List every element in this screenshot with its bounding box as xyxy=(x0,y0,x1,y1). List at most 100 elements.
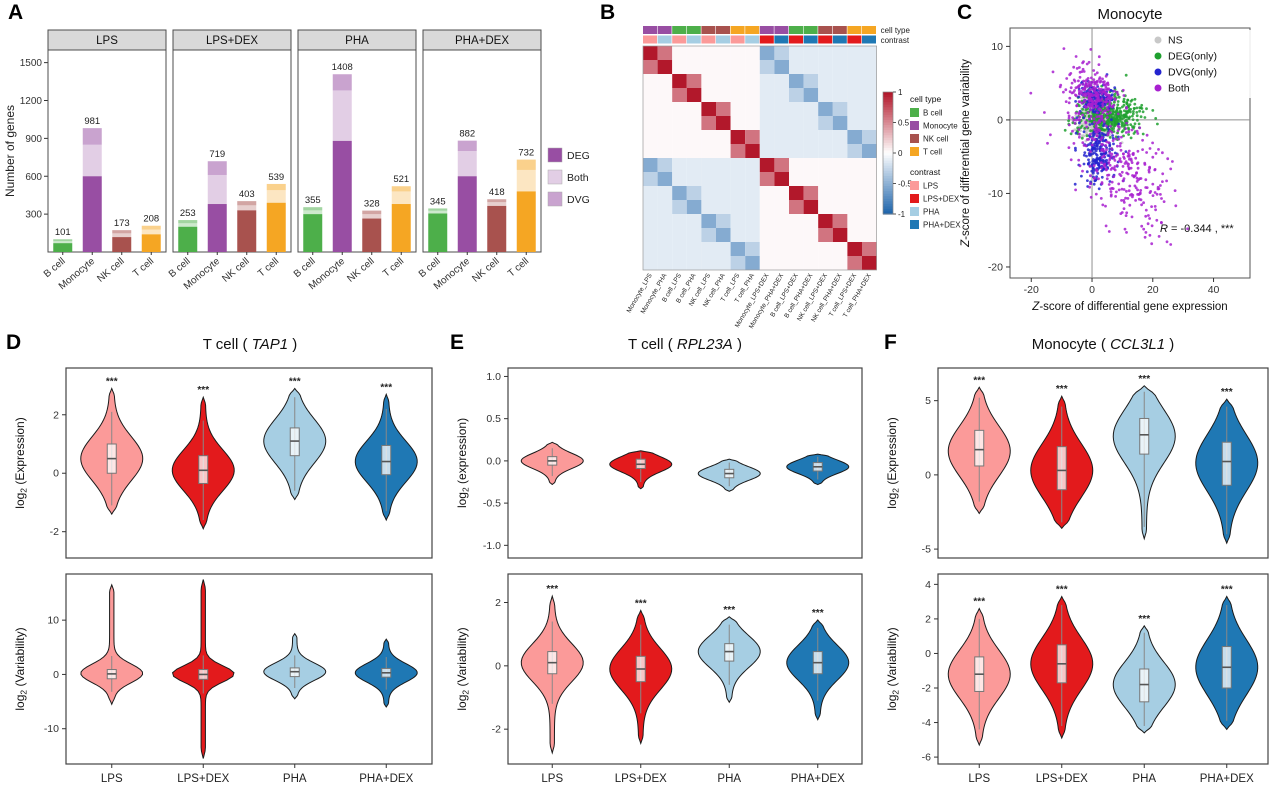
panel-f-violin-plots: -5 0 5 log2 (Expression) *** *** *** *** -6 -4 -2 0… xyxy=(885,367,1269,785)
svg-text:DVG: DVG xyxy=(567,194,590,206)
svg-text:403: 403 xyxy=(239,189,255,200)
svg-text:PHA+DEX: PHA+DEX xyxy=(923,221,961,230)
svg-text:LPS: LPS xyxy=(96,35,118,47)
svg-text:***: *** xyxy=(635,598,647,609)
svg-text:PHA+DEX: PHA+DEX xyxy=(791,773,845,785)
svg-text:LPS+DEX: LPS+DEX xyxy=(615,773,667,785)
svg-text:-6: -6 xyxy=(922,752,931,764)
svg-text:LPS: LPS xyxy=(968,773,990,785)
svg-text:T cell: T cell xyxy=(381,256,406,280)
svg-text:***: *** xyxy=(289,376,301,387)
panel-c-title: Monocyte xyxy=(1097,6,1163,23)
panel-f-title-prefix: Monocyte ( xyxy=(1031,336,1111,353)
svg-text:log2 (expression): log2 (expression) xyxy=(455,418,471,508)
svg-text:LPS: LPS xyxy=(923,182,938,191)
svg-text:log2 (Variability): log2 (Variability) xyxy=(13,627,29,710)
svg-text:0: 0 xyxy=(53,468,59,480)
svg-text:B cell: B cell xyxy=(292,256,318,280)
svg-text:521: 521 xyxy=(393,174,409,185)
svg-text:20: 20 xyxy=(1147,284,1159,296)
svg-text:PHA: PHA xyxy=(1132,773,1156,785)
svg-text:Monocyte: Monocyte xyxy=(923,122,958,131)
svg-text:-1: -1 xyxy=(898,210,906,219)
panel-d-gene: TAP1 xyxy=(251,336,289,353)
svg-text:-2: -2 xyxy=(50,526,59,538)
svg-text:***: *** xyxy=(1138,614,1150,625)
svg-text:NK cell: NK cell xyxy=(345,256,376,285)
svg-text:-20: -20 xyxy=(988,261,1003,273)
svg-text:101: 101 xyxy=(55,227,71,238)
panel-label-e: E xyxy=(450,331,465,354)
svg-text:2: 2 xyxy=(925,613,931,625)
svg-text:LPS: LPS xyxy=(541,773,563,785)
svg-text:PHA+DEX: PHA+DEX xyxy=(359,773,413,785)
svg-text:-0.5: -0.5 xyxy=(898,179,912,188)
svg-text:***: *** xyxy=(1221,387,1233,398)
panel-d-title-prefix: T cell ( xyxy=(202,336,252,353)
svg-text:LPS+DEX: LPS+DEX xyxy=(923,195,960,204)
svg-text:10: 10 xyxy=(47,615,59,627)
svg-text:LPS: LPS xyxy=(101,773,123,785)
svg-text:0: 0 xyxy=(53,669,59,681)
svg-text:4: 4 xyxy=(925,579,931,591)
svg-text:PHA+DEX: PHA+DEX xyxy=(455,35,509,47)
svg-text:NK cell: NK cell xyxy=(220,256,251,285)
svg-text:B cell: B cell xyxy=(167,256,193,280)
svg-text:732: 732 xyxy=(518,148,534,159)
svg-text:Z-score of differential gene e: Z-score of differential gene expression xyxy=(1031,301,1227,313)
svg-text:-2: -2 xyxy=(922,683,931,695)
panel-e-title: T cell ( RPL23A ) xyxy=(535,336,835,354)
svg-text:DEG: DEG xyxy=(567,150,590,162)
svg-text:355: 355 xyxy=(305,195,321,206)
panel-f-title-suffix: ) xyxy=(1165,336,1175,353)
svg-text:900: 900 xyxy=(25,134,42,145)
svg-text:-1.0: -1.0 xyxy=(483,540,501,552)
svg-text:418: 418 xyxy=(489,187,505,198)
svg-text:-4: -4 xyxy=(922,717,931,729)
svg-text:-20: -20 xyxy=(1024,284,1039,296)
svg-text:0.5: 0.5 xyxy=(898,118,910,127)
svg-text:***: *** xyxy=(546,584,558,595)
svg-text:882: 882 xyxy=(459,129,475,140)
panel-label-a: A xyxy=(8,1,24,24)
svg-text:981: 981 xyxy=(84,116,100,127)
svg-text:***: *** xyxy=(812,608,824,619)
panel-label-c: C xyxy=(957,1,973,24)
panel-label-b: B xyxy=(600,1,616,24)
svg-text:R = -0.344 , ***: R = -0.344 , *** xyxy=(1160,223,1234,235)
svg-text:NK cell: NK cell xyxy=(95,256,126,285)
svg-text:LPS+DEX: LPS+DEX xyxy=(1036,773,1088,785)
svg-text:T cell: T cell xyxy=(131,256,156,280)
svg-text:NK cell: NK cell xyxy=(923,135,949,144)
svg-text:***: *** xyxy=(1056,384,1068,395)
svg-text:***: *** xyxy=(1056,584,1068,595)
svg-text:T cell: T cell xyxy=(256,256,281,280)
svg-text:DEG(only): DEG(only) xyxy=(1168,51,1217,63)
panel-f-title: Monocyte ( CCL3L1 ) xyxy=(953,336,1253,354)
svg-text:0.5: 0.5 xyxy=(486,413,501,425)
panel-d-violin-plots: -2 0 2 log2 (Expression) *** *** *** *** -10 0 10 l… xyxy=(13,367,433,785)
svg-text:0: 0 xyxy=(495,660,501,672)
svg-text:600: 600 xyxy=(25,172,42,183)
svg-text:cell type: cell type xyxy=(910,94,941,104)
svg-text:PHA: PHA xyxy=(345,35,369,47)
svg-text:5: 5 xyxy=(925,395,931,407)
svg-text:T cell: T cell xyxy=(506,256,531,280)
svg-text:log2 (Expression): log2 (Expression) xyxy=(885,417,901,508)
svg-text:Number of genes: Number of genes xyxy=(3,105,17,197)
svg-text:***: *** xyxy=(1138,374,1150,385)
svg-text:Z-score of differential gene v: Z-score of differential gene variability xyxy=(960,59,972,248)
svg-text:PHA: PHA xyxy=(283,773,307,785)
panel-e-gene: RPL23A xyxy=(676,336,733,353)
svg-text:0: 0 xyxy=(925,469,931,481)
svg-text:2: 2 xyxy=(53,409,59,421)
svg-text:539: 539 xyxy=(268,172,284,183)
svg-text:0: 0 xyxy=(997,114,1003,126)
svg-text:-10: -10 xyxy=(44,723,59,735)
svg-text:***: *** xyxy=(197,385,209,396)
svg-text:1500: 1500 xyxy=(20,58,43,69)
panel-e-title-prefix: T cell ( xyxy=(628,336,677,353)
svg-text:LPS+DEX: LPS+DEX xyxy=(177,773,229,785)
svg-text:NS: NS xyxy=(1168,35,1183,47)
